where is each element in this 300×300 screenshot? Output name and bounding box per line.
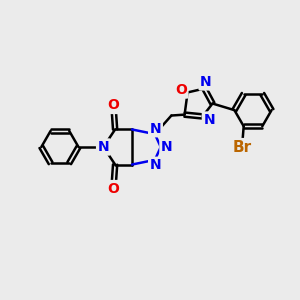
Text: N: N xyxy=(98,140,109,154)
Text: N: N xyxy=(203,113,215,127)
Text: O: O xyxy=(108,98,119,112)
Text: N: N xyxy=(161,140,172,154)
Text: N: N xyxy=(200,75,212,89)
Text: N: N xyxy=(150,122,161,136)
Text: O: O xyxy=(175,83,187,97)
Text: O: O xyxy=(108,182,119,196)
Text: Br: Br xyxy=(232,140,252,155)
Text: N: N xyxy=(150,158,161,172)
